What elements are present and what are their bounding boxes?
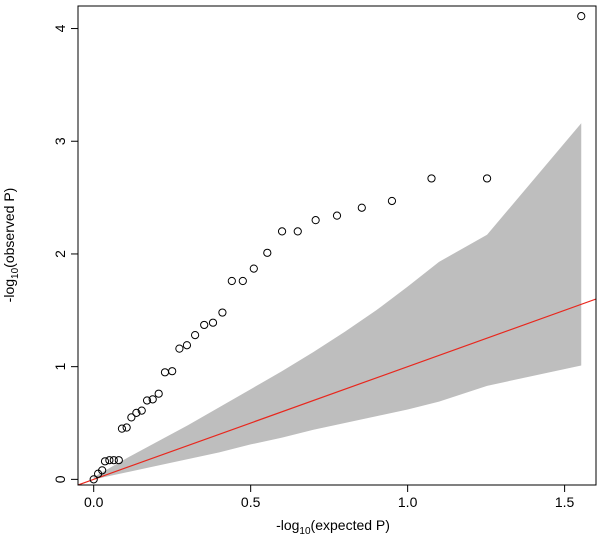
y-tick-label: 3 [52, 137, 68, 145]
y-axis: 0 1 2 3 4 [52, 24, 78, 483]
data-point [137, 406, 146, 415]
x-axis: 0.0 0.5 1.0 1.5 [84, 485, 575, 510]
confidence-band [93, 123, 582, 480]
y-tick-label: 0 [52, 475, 68, 483]
x-tick-label: 1.5 [555, 494, 575, 510]
data-point [387, 196, 397, 206]
data-point [98, 466, 107, 475]
data-point [190, 331, 200, 340]
y-tick-label: 4 [52, 24, 68, 32]
data-point [482, 174, 492, 183]
data-point [218, 308, 227, 317]
data-point [311, 216, 320, 225]
data-point [293, 227, 302, 236]
y-tick-label: 2 [52, 250, 68, 258]
x-axis-label: -log10(expected P) [276, 517, 390, 537]
reference-line-layer [78, 298, 596, 485]
data-point [89, 475, 98, 484]
data-point [208, 318, 218, 327]
data-point [200, 320, 209, 330]
data-point [168, 367, 177, 376]
data-point [142, 396, 152, 405]
y-tick-label: 1 [52, 363, 68, 371]
data-point [132, 408, 141, 417]
data-point [148, 395, 157, 404]
data-point [227, 276, 236, 286]
data-point [427, 174, 436, 183]
x-tick-label: 0.0 [84, 494, 104, 510]
data-point [122, 423, 131, 432]
data-point [154, 389, 163, 398]
data-point [127, 413, 136, 422]
x-tick-label: 1.0 [398, 494, 418, 510]
data-point [105, 456, 114, 465]
data-point [182, 341, 192, 350]
reference-line [78, 298, 596, 485]
x-tick-label: 0.5 [241, 494, 261, 510]
data-point [175, 344, 184, 353]
data-point [160, 368, 170, 377]
data-point [249, 264, 258, 273]
data-point [357, 203, 366, 212]
confidence-band-layer [93, 123, 582, 480]
data-point [114, 456, 123, 465]
plot-frame [77, 5, 597, 486]
data-point [109, 456, 118, 465]
data-point [577, 12, 586, 21]
data-point [100, 457, 110, 466]
data-point [238, 276, 247, 286]
points-layer [89, 12, 586, 484]
y-axis-label: -log10(observed P) [1, 188, 21, 303]
data-point [277, 227, 287, 236]
data-point [263, 248, 272, 257]
data-point [332, 211, 342, 220]
data-point [117, 424, 127, 433]
